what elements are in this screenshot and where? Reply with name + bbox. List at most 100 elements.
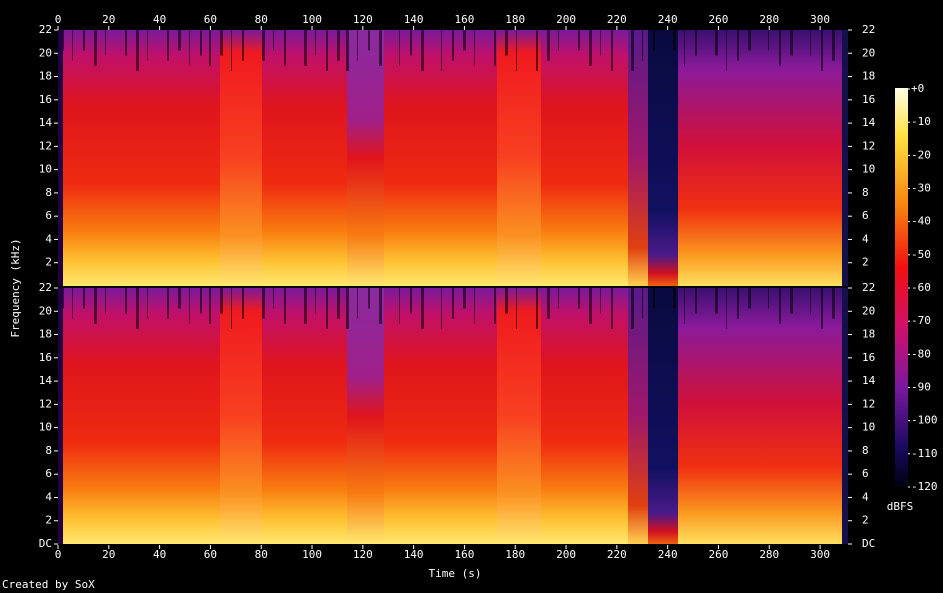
spectrogram-streak xyxy=(105,30,106,56)
spectrogram-streak xyxy=(273,30,274,51)
y-tick-label-right: 2 xyxy=(862,514,869,527)
colorbar-tick-label: -60 xyxy=(911,281,931,294)
spectrogram-streak xyxy=(105,288,106,314)
y-tick-label-left: 12 xyxy=(39,139,52,152)
x-tick-label-top: 20 xyxy=(102,13,115,26)
y-tick-label-left: 14 xyxy=(39,116,53,129)
spectrogram-streak xyxy=(357,30,358,61)
spectrogram-streak xyxy=(315,288,316,314)
colorbar-tick-label: -40 xyxy=(911,215,931,228)
spectrogram-band xyxy=(347,288,384,544)
y-tick-label-left: 8 xyxy=(45,186,52,199)
spectrogram-streak xyxy=(231,288,232,329)
y-tick-label-right: 14 xyxy=(862,374,876,387)
x-tick-label-top: 100 xyxy=(302,13,322,26)
x-tick-label-bottom: 40 xyxy=(153,548,166,561)
x-tick-label-top: 160 xyxy=(454,13,474,26)
y-tick-label-left: 10 xyxy=(39,421,52,434)
spectrogram-streak xyxy=(748,30,751,51)
spectrogram-streak xyxy=(399,288,400,324)
spectrogram-band xyxy=(58,30,63,286)
spectrogram-band xyxy=(541,288,628,544)
spectrogram-band xyxy=(63,288,220,544)
spectrogram-streak xyxy=(125,30,127,56)
spectrogram-streak xyxy=(600,30,601,56)
spectrogram-streak xyxy=(125,288,127,314)
colorbar-label: dBFS xyxy=(887,500,914,513)
spectrogram-streak xyxy=(452,288,454,319)
y-tick-label-right: 12 xyxy=(862,397,875,410)
spectrogram-streak xyxy=(242,30,244,61)
spectrogram-streak xyxy=(337,30,340,61)
spectrogram-streak xyxy=(673,30,676,51)
spectrogram-streak xyxy=(262,30,265,61)
x-tick-label-top: 0 xyxy=(55,13,62,26)
spectrogram-streak xyxy=(189,30,190,66)
spectrogram-streak xyxy=(94,288,97,324)
y-tick-label-right: 4 xyxy=(862,490,869,503)
y-tick-label-left: 20 xyxy=(39,304,52,317)
y-tick-label-left: 10 xyxy=(39,163,52,176)
colorbar-tick-label: +0 xyxy=(911,82,924,95)
spectrogram-streak xyxy=(326,30,328,71)
spectrogram-streak xyxy=(209,30,211,66)
spectrogram-streak xyxy=(768,30,769,51)
spectrogram-streak xyxy=(790,288,793,314)
x-tick-label-bottom: 220 xyxy=(607,548,627,561)
spectrogram-streak xyxy=(768,288,769,309)
y-tick-label-left: 22 xyxy=(39,281,52,294)
colorbar-tick-label: -10 xyxy=(911,115,931,128)
x-tick-label-top: 80 xyxy=(255,13,268,26)
x-tick-label-bottom: 20 xyxy=(102,548,115,561)
x-tick-label-bottom: 180 xyxy=(505,548,525,561)
spectrogram-streak xyxy=(631,288,634,329)
spectrogram-streak xyxy=(547,30,550,61)
y-tick-label-left: 12 xyxy=(39,397,52,410)
spectrogram-streak xyxy=(209,288,211,324)
spectrogram-streak xyxy=(83,288,85,309)
y-tick-label-right: 20 xyxy=(862,304,875,317)
x-tick-label-bottom: 120 xyxy=(353,548,373,561)
x-tick-label-bottom: 260 xyxy=(709,548,729,561)
y-tick-label-right: DC xyxy=(862,537,875,550)
spectrogram-streak xyxy=(72,30,73,61)
x-tick-label-bottom: 300 xyxy=(810,548,830,561)
spectrogram-streak xyxy=(505,288,508,314)
spectrogram-streak xyxy=(346,288,349,329)
y-tick-label-right: 18 xyxy=(862,328,875,341)
spectrogram-streak xyxy=(63,30,64,51)
colorbar-tick-label: -110 xyxy=(911,447,938,460)
x-tick-label-bottom: 140 xyxy=(404,548,424,561)
spectrogram-streak xyxy=(463,30,466,51)
spectrogram-streak xyxy=(642,288,643,319)
spectrogram-streak xyxy=(737,30,739,61)
spectrogram-streak xyxy=(421,30,424,71)
spectrogram-streak xyxy=(790,30,793,56)
spectrogram-streak xyxy=(578,288,580,309)
spectrogram-band xyxy=(497,288,541,544)
spectrogram-streak xyxy=(779,30,781,66)
y-tick-label-right: 6 xyxy=(862,209,869,222)
spectrogram-streak xyxy=(304,30,307,66)
spectrogram-streak xyxy=(421,288,424,329)
x-tick-label-top: 220 xyxy=(607,13,627,26)
spectrogram-streak xyxy=(726,288,727,329)
spectrogram-streak xyxy=(589,288,592,324)
spectrogram-streak xyxy=(326,288,328,329)
x-axis-label: Time (s) xyxy=(429,567,482,580)
spectrogram-band xyxy=(678,30,842,286)
y-tick-label-right: 14 xyxy=(862,116,876,129)
y-tick-label-right: 12 xyxy=(862,139,875,152)
spectrogram-streak xyxy=(167,30,169,61)
spectrogram-streak xyxy=(748,288,751,309)
spectrogram-streak xyxy=(63,288,64,309)
y-tick-label-left: 6 xyxy=(45,467,52,480)
spectrogram-band xyxy=(262,288,347,544)
spectrogram-streak xyxy=(284,30,286,66)
x-tick-label-top: 240 xyxy=(658,13,678,26)
spectrogram-streak xyxy=(547,288,550,319)
footer: Created by SoX xyxy=(2,578,95,591)
spectrogram-band xyxy=(347,30,384,286)
spectrogram-streak xyxy=(200,288,202,314)
